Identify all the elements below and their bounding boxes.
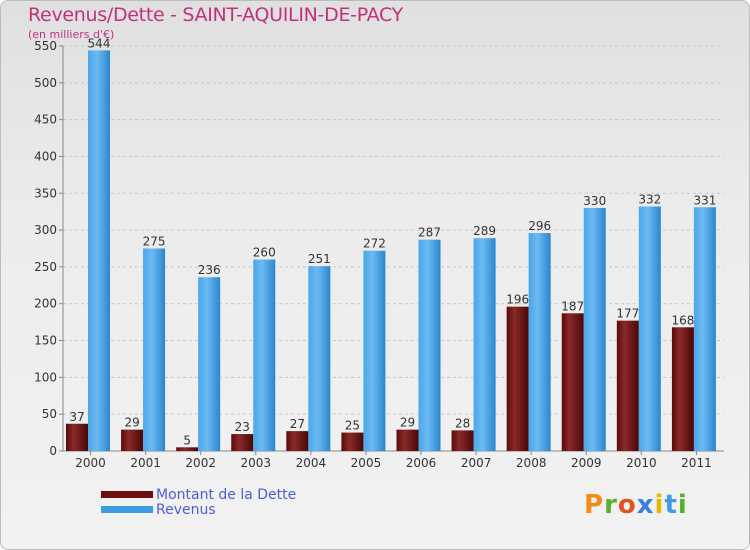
y-tick-label: 400 bbox=[34, 149, 57, 163]
legend-label-revenus: Revenus bbox=[156, 501, 216, 518]
x-tick-label: 2003 bbox=[241, 456, 272, 470]
data-label-dette: 29 bbox=[124, 416, 139, 430]
legend-swatch-dette bbox=[101, 491, 153, 498]
x-tick-label: 2008 bbox=[516, 456, 547, 470]
bar-revenus bbox=[583, 208, 606, 451]
data-label-revenus: 330 bbox=[583, 194, 606, 208]
legend-item-revenus: Revenus bbox=[101, 501, 296, 518]
logo-letter: P bbox=[584, 490, 605, 520]
bar-dette bbox=[396, 429, 419, 451]
data-label-dette: 25 bbox=[345, 419, 360, 433]
bar-revenus bbox=[473, 238, 496, 451]
data-label-revenus: 544 bbox=[88, 36, 111, 50]
data-label-dette: 196 bbox=[506, 293, 529, 307]
y-tick-label: 550 bbox=[34, 39, 57, 53]
chart-title: Revenus/Dette - SAINT-AQUILIN-DE-PACY bbox=[28, 4, 403, 26]
bar-dette bbox=[616, 320, 639, 451]
bar-dette bbox=[176, 447, 199, 451]
x-tick-label: 2001 bbox=[130, 456, 161, 470]
chart-subtitle: (en milliers d'€) bbox=[28, 28, 115, 41]
bar-dette bbox=[66, 423, 88, 451]
y-tick-label: 250 bbox=[34, 260, 57, 274]
bar-revenus bbox=[418, 239, 441, 451]
bar-revenus bbox=[693, 207, 716, 451]
x-tick-label: 2011 bbox=[681, 456, 712, 470]
logo-letter: t bbox=[664, 490, 678, 520]
data-label-dette: 187 bbox=[561, 299, 584, 313]
x-tick-label: 2010 bbox=[626, 456, 657, 470]
y-tick-label: 500 bbox=[34, 76, 57, 90]
bar-revenus bbox=[528, 233, 551, 451]
y-tick-label: 350 bbox=[34, 186, 57, 200]
bar-dette bbox=[121, 429, 144, 451]
y-tick-label: 50 bbox=[42, 407, 57, 421]
bar-revenus bbox=[253, 259, 276, 451]
y-tick-label: 450 bbox=[34, 113, 57, 127]
data-label-revenus: 260 bbox=[253, 246, 276, 260]
logo-letter: o bbox=[617, 490, 637, 520]
bar-revenus bbox=[88, 50, 110, 451]
data-label-dette: 28 bbox=[455, 416, 470, 430]
x-tick-label: 2005 bbox=[351, 456, 382, 470]
bar-revenus bbox=[363, 250, 386, 451]
data-label-revenus: 296 bbox=[528, 219, 551, 233]
data-label-revenus: 289 bbox=[473, 224, 496, 238]
logo-letter: r bbox=[604, 490, 618, 520]
data-label-dette: 5 bbox=[183, 433, 191, 447]
y-tick-label: 0 bbox=[49, 444, 57, 458]
x-tick-label: 2004 bbox=[296, 456, 327, 470]
x-tick-label: 2000 bbox=[75, 456, 106, 470]
x-tick-label: 2002 bbox=[185, 456, 216, 470]
bar-dette bbox=[451, 430, 474, 451]
bar-dette bbox=[671, 327, 694, 451]
data-label-revenus: 332 bbox=[638, 193, 661, 207]
bar-dette bbox=[231, 434, 254, 451]
x-tick-label: 2007 bbox=[461, 456, 492, 470]
data-label-revenus: 251 bbox=[308, 252, 331, 266]
data-label-revenus: 272 bbox=[363, 237, 386, 251]
bar-dette bbox=[341, 432, 364, 451]
x-tick-label: 2006 bbox=[406, 456, 437, 470]
legend-swatch-revenus bbox=[101, 506, 153, 513]
logo-letter: i bbox=[654, 490, 665, 520]
logo-letter: x bbox=[636, 490, 655, 520]
proxiti-logo: Proxiti bbox=[584, 490, 688, 520]
bar-dette bbox=[561, 313, 584, 451]
legend-item-dette: Montant de la Dette bbox=[101, 486, 297, 503]
bar-revenus bbox=[198, 277, 221, 451]
data-label-dette: 27 bbox=[290, 417, 305, 431]
x-tick-label: 2009 bbox=[571, 456, 602, 470]
data-label-revenus: 331 bbox=[693, 193, 716, 207]
y-tick-label: 200 bbox=[34, 297, 57, 311]
data-label-dette: 168 bbox=[671, 313, 694, 327]
data-label-dette: 29 bbox=[400, 416, 415, 430]
y-tick-label: 300 bbox=[34, 223, 57, 237]
data-label-revenus: 236 bbox=[198, 263, 221, 277]
data-label-revenus: 287 bbox=[418, 226, 441, 240]
data-label-revenus: 275 bbox=[143, 235, 166, 249]
logo-letter: i bbox=[677, 490, 688, 520]
y-tick-label: 150 bbox=[34, 334, 57, 348]
bar-revenus bbox=[638, 206, 661, 451]
y-tick-label: 100 bbox=[34, 370, 57, 384]
bar-dette bbox=[506, 306, 529, 451]
data-label-dette: 37 bbox=[69, 410, 84, 424]
data-label-dette: 23 bbox=[235, 420, 250, 434]
bar-revenus bbox=[143, 248, 166, 451]
data-label-dette: 177 bbox=[616, 307, 639, 321]
bar-dette bbox=[286, 431, 309, 451]
legend: Montant de la Dette Revenus bbox=[101, 486, 297, 518]
bar-revenus bbox=[308, 266, 331, 451]
legend-label-dette: Montant de la Dette bbox=[156, 486, 297, 503]
